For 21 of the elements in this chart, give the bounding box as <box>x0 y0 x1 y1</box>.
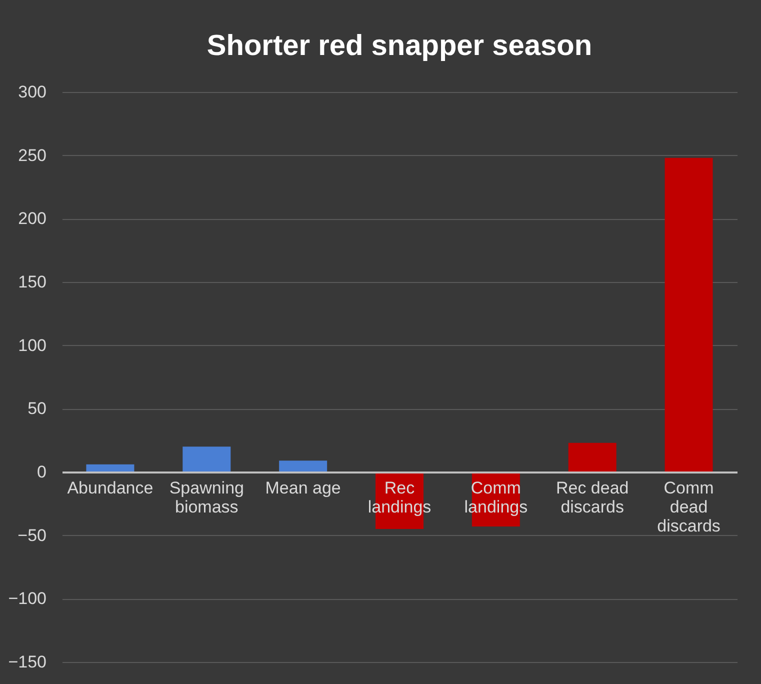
y-tick-label: 250 <box>18 146 46 165</box>
y-tick-label: 200 <box>18 209 46 228</box>
bar <box>182 446 231 472</box>
y-tick-label: 300 <box>18 82 46 102</box>
x-tick-label: Comm dead discards <box>657 478 720 536</box>
chart-title: Shorter red snapper season <box>206 30 592 62</box>
y-tick-label: 50 <box>28 399 46 418</box>
y-tick-label: 150 <box>18 272 46 292</box>
y-tick-label: −50 <box>18 526 46 545</box>
x-tick-label: Abundance <box>67 478 154 498</box>
x-tick-label: Spawning biomass <box>169 478 244 516</box>
x-tick-label: Rec dead discards <box>556 478 629 516</box>
y-tick-label: 100 <box>18 336 46 355</box>
bar <box>568 442 616 472</box>
y-tick-label: 0 <box>37 462 46 482</box>
y-tick-label: −150 <box>8 652 46 672</box>
y-tick-label: −100 <box>8 589 46 608</box>
bar <box>86 464 134 472</box>
x-tick-label: Mean age <box>265 478 341 498</box>
bar <box>279 460 328 472</box>
bar <box>664 158 713 472</box>
